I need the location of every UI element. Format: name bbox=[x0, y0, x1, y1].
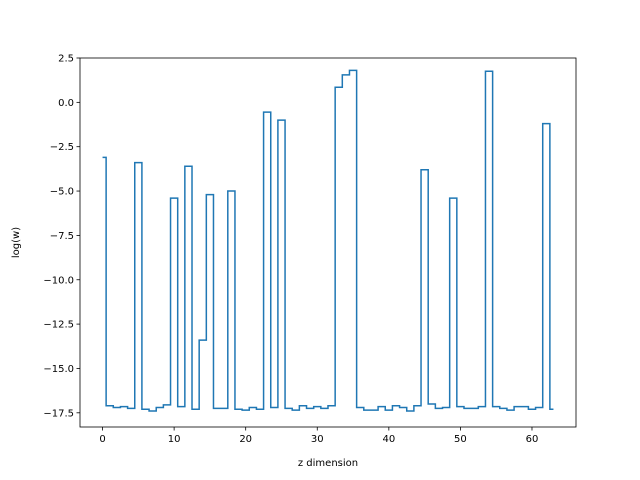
y-tick-label: −5.0 bbox=[50, 187, 74, 198]
x-tick-label: 0 bbox=[99, 434, 105, 445]
y-tick-label: −2.5 bbox=[50, 142, 74, 153]
y-tick-label: −15.0 bbox=[43, 364, 74, 375]
x-axis-label: z dimension bbox=[298, 458, 358, 469]
x-tick-label: 50 bbox=[454, 434, 467, 445]
plot-frame bbox=[79, 57, 577, 428]
y-tick-label: 0.0 bbox=[58, 98, 74, 109]
x-tick-label: 20 bbox=[239, 434, 252, 445]
plot-area bbox=[80, 58, 576, 427]
x-tick-label: 30 bbox=[311, 434, 324, 445]
y-tick-label: −17.5 bbox=[43, 408, 74, 419]
x-tick-label: 10 bbox=[168, 434, 181, 445]
y-tick-label: −10.0 bbox=[43, 275, 74, 286]
y-tick-label: −7.5 bbox=[50, 231, 74, 242]
y-axis-ticks: 2.5 0.0 −2.5 −5.0 −7.5 −10.0 −12.5 −15.0 −17.5 bbox=[43, 54, 80, 419]
x-axis-ticks: 0 10 20 30 40 50 60 bbox=[99, 427, 538, 445]
x-tick-label: 40 bbox=[382, 434, 395, 445]
y-tick-label: −12.5 bbox=[43, 320, 74, 331]
y-tick-label: 2.5 bbox=[58, 54, 74, 65]
y-axis-label: log(w) bbox=[11, 227, 22, 258]
series-layer bbox=[102, 69, 554, 412]
x-tick-label: 60 bbox=[526, 434, 539, 445]
series-line bbox=[102, 69, 554, 412]
